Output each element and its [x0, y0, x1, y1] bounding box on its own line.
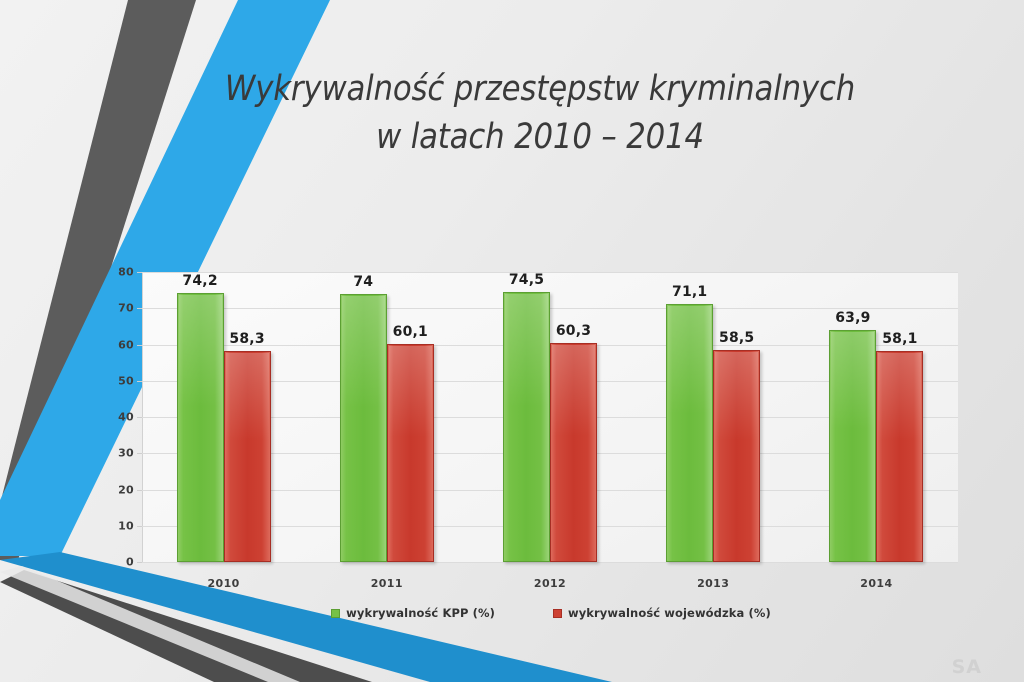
y-axis-tick: [137, 344, 142, 346]
y-axis-tick-label: 70: [118, 301, 134, 315]
x-axis-tick-label: 2010: [207, 577, 240, 590]
legend-item-series1[interactable]: wykrywalność KPP (%): [331, 606, 495, 620]
bar-value-label: 71,1: [672, 284, 708, 301]
bar-fill: [876, 351, 924, 562]
bar-value-label: 60,3: [555, 323, 592, 340]
bar-gloss: [388, 346, 432, 437]
legend-label: wykrywalność wojewódzka (%): [567, 606, 771, 620]
bar-value-label: 74,5: [508, 271, 545, 288]
bar-2013-series2[interactable]: [713, 349, 761, 562]
bar-2011-series2[interactable]: [386, 344, 434, 562]
bar-value-label: 58,1: [882, 331, 918, 348]
y-axis-tick-label: 0: [126, 555, 134, 569]
y-axis-tick-label: 40: [118, 410, 134, 424]
x-axis-tick-label: 2013: [697, 577, 730, 590]
bar-gloss: [341, 295, 385, 408]
legend-swatch-icon: [552, 608, 562, 618]
x-axis-tick-label: 2011: [370, 577, 403, 590]
bar-fill: [713, 349, 761, 562]
y-axis-tick: [137, 272, 142, 273]
y-axis-tick: [137, 453, 142, 455]
bar-2010-series2[interactable]: [223, 350, 271, 562]
y-axis-tick-label: 80: [118, 265, 134, 279]
legend-label: wykrywalność KPP (%): [346, 606, 495, 620]
bar-value-label: 58,5: [719, 329, 755, 346]
bar-fill: [829, 330, 877, 562]
corner-watermark: SA: [951, 656, 982, 678]
legend-swatch-icon: [331, 608, 341, 618]
bar-chart: 80 70 60 50 40 30 20 10 0 74,2 58,3 74 60,1 74,5 60,3…: [108, 248, 966, 626]
y-axis-tick-label: 60: [118, 338, 134, 351]
bar-gloss: [552, 345, 595, 437]
gridline: [142, 308, 958, 310]
y-axis-tick-label: 30: [118, 446, 134, 460]
x-axis-tick-label: 2012: [533, 577, 567, 590]
y-axis-tick: [137, 380, 142, 382]
y-axis-tick: [137, 489, 142, 491]
bar-fill: [386, 344, 434, 562]
bar-2014-series1[interactable]: [829, 330, 877, 562]
y-axis-tick-label: 10: [118, 519, 134, 533]
bar-gloss: [668, 306, 712, 414]
y-axis-tick: [137, 562, 142, 563]
bar-value-label: 74: [353, 273, 374, 290]
bar-value-label: 74,2: [182, 273, 218, 290]
gridline: [142, 562, 958, 563]
y-axis-tick-label: 50: [118, 374, 134, 388]
bar-gloss: [178, 295, 222, 408]
bar-value-label: 63,9: [835, 310, 871, 327]
bar-2012-series2[interactable]: [550, 343, 597, 562]
y-axis-tick: [137, 308, 142, 310]
page-title: Wykrywalność przestępstw kryminalnych w …: [224, 69, 856, 157]
y-axis-tick-label: 20: [118, 483, 134, 496]
bar-gloss: [715, 351, 759, 441]
chart-legend: wykrywalność KPP (%) wykrywalność wojewód…: [108, 600, 966, 626]
bar-value-label: 60,1: [392, 324, 428, 341]
y-axis-tick: [137, 417, 142, 418]
gridline: [142, 272, 958, 273]
bar-gloss: [878, 353, 922, 441]
y-axis-tick: [137, 525, 142, 527]
x-axis-tick-label: 2014: [860, 577, 893, 590]
bar-fill: [223, 350, 271, 562]
bar-value-label: 58,3: [229, 330, 265, 347]
bar-gloss: [225, 352, 269, 441]
bar-2014-series2[interactable]: [876, 351, 924, 562]
legend-item-series2[interactable]: wykrywalność wojewódzka (%): [552, 606, 771, 620]
bar-gloss: [505, 293, 548, 407]
bar-fill: [550, 343, 597, 562]
